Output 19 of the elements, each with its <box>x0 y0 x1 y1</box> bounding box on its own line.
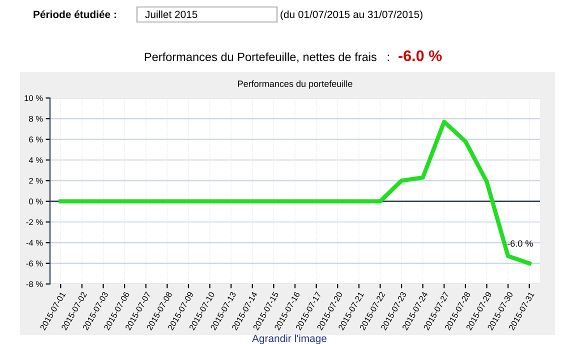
annotation: -6.0 % <box>508 240 533 247</box>
y-tick-label: 10 % <box>24 95 43 102</box>
y-tick-label: 8 % <box>29 116 43 122</box>
text: Agrandir l'image <box>252 334 326 344</box>
text: (du 01/07/2015 au 31/07/2015) <box>280 10 422 20</box>
line-series <box>58 120 532 266</box>
chart-title: Performances du portefeuille <box>238 80 352 89</box>
y-tick-label: 0 % <box>29 198 43 204</box>
y-tick-label: -8 % <box>26 281 43 288</box>
text: Juillet 2015 <box>145 10 198 18</box>
y-tick-label: -6 % <box>26 260 43 266</box>
text: -6.0 % <box>398 50 442 62</box>
y-tick-label: -2 % <box>26 219 43 226</box>
y-tick-label: 6 % <box>29 136 43 142</box>
y-tick-label: 2 % <box>29 178 43 184</box>
text: Période étudiée : <box>34 10 116 18</box>
text: Performances du Portefeuille, nettes de frais : <box>144 52 389 63</box>
y-tick-label: 4 % <box>28 157 43 164</box>
y-tick-label: -4 % <box>26 240 43 246</box>
